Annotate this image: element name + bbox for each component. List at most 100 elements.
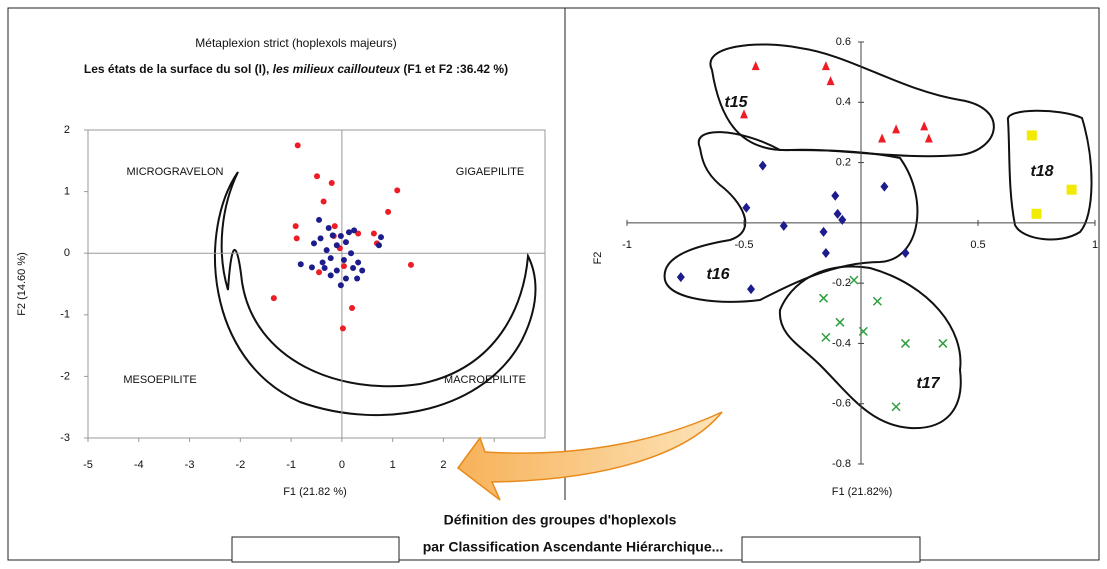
point xyxy=(407,261,414,268)
point xyxy=(819,226,828,237)
x-tick-label: 0 xyxy=(339,459,345,471)
point xyxy=(394,187,401,194)
plot-frame xyxy=(87,129,546,439)
point xyxy=(355,259,362,266)
point xyxy=(901,248,910,258)
point xyxy=(359,267,366,274)
point xyxy=(872,296,882,306)
point xyxy=(758,160,767,171)
y-tick-label: 0.2 xyxy=(836,156,851,168)
group-outline xyxy=(778,265,962,430)
x-axis-label: F1 (21.82%) xyxy=(832,486,893,498)
point xyxy=(337,232,344,239)
point xyxy=(821,61,830,71)
x-tick-label: 2 xyxy=(440,459,446,471)
point xyxy=(747,284,756,295)
y-tick-label: -0.8 xyxy=(832,458,851,470)
point xyxy=(833,208,842,219)
point xyxy=(321,264,328,271)
point xyxy=(316,216,323,223)
y-tick-label: -0.4 xyxy=(832,337,851,349)
y-tick-label: 1 xyxy=(64,186,70,198)
point xyxy=(342,239,349,246)
point xyxy=(293,235,300,242)
y-tick-label: -0.6 xyxy=(832,398,851,410)
point xyxy=(351,227,358,234)
y-tick-label: -0.2 xyxy=(832,277,851,289)
x-tick-label: -0.5 xyxy=(735,239,754,251)
point xyxy=(892,124,901,134)
point xyxy=(878,133,887,143)
point xyxy=(340,256,347,263)
point xyxy=(375,242,382,249)
caption-line: par Classification Ascendante Hiérarchiq… xyxy=(423,539,724,555)
annotation: t16 xyxy=(706,266,729,283)
point xyxy=(1066,184,1077,195)
point xyxy=(742,202,751,213)
point xyxy=(355,230,362,237)
point xyxy=(333,242,340,249)
point xyxy=(821,248,830,258)
point xyxy=(345,229,352,236)
annotation: MICROGRAVELON xyxy=(127,166,224,178)
point xyxy=(292,223,299,230)
point xyxy=(314,173,321,180)
x-tick-label: -4 xyxy=(134,459,144,471)
group-outline xyxy=(663,131,919,303)
point xyxy=(751,61,760,71)
point xyxy=(826,76,835,86)
point xyxy=(297,261,304,268)
point xyxy=(858,326,868,336)
group-outline xyxy=(1007,109,1093,241)
point xyxy=(327,255,334,262)
annotation: GIGAEPILITE xyxy=(456,166,524,178)
x-tick-label: -2 xyxy=(235,459,245,471)
point xyxy=(294,142,301,149)
point xyxy=(328,179,335,186)
point xyxy=(270,295,277,302)
x-axis-label: F1 (21.82 %) xyxy=(283,486,347,498)
x-tick-label: 0.5 xyxy=(970,239,985,251)
annotation: MACROEPILITE xyxy=(444,374,526,386)
subtitle-part: (F1 et F2 :36.42 %) xyxy=(403,62,508,76)
annotation: t17 xyxy=(916,375,940,392)
point xyxy=(924,133,933,143)
caption-line: Définition des groupes d'hoplexols xyxy=(444,512,677,528)
point xyxy=(740,109,748,119)
y-tick-label: -1 xyxy=(60,309,70,321)
point xyxy=(920,121,929,131)
y-tick-label: 2 xyxy=(64,124,70,136)
y-tick-label: -3 xyxy=(60,432,70,444)
point xyxy=(891,402,901,412)
point xyxy=(340,263,347,270)
point xyxy=(331,223,338,230)
point xyxy=(385,208,392,215)
point xyxy=(327,272,334,279)
point xyxy=(329,232,336,239)
frame xyxy=(7,7,1100,561)
y-tick-label: 0.6 xyxy=(836,36,851,48)
y-axis-label: F2 xyxy=(592,252,604,265)
point xyxy=(831,190,840,201)
point xyxy=(835,317,845,327)
x-tick-label: 1 xyxy=(1092,239,1098,251)
point xyxy=(316,269,323,276)
point xyxy=(350,264,357,271)
point xyxy=(1026,130,1037,141)
y-tick-label: 0.4 xyxy=(836,96,851,108)
x-tick-label: 1 xyxy=(390,459,396,471)
annotation: t15 xyxy=(724,94,748,111)
x-tick-label: -1 xyxy=(286,459,296,471)
x-tick-label: -1 xyxy=(622,239,632,251)
point xyxy=(349,305,356,312)
point xyxy=(333,267,340,274)
point xyxy=(337,282,344,289)
point xyxy=(900,338,910,348)
legend-box xyxy=(231,536,400,563)
chart-title: Métaplexion strict (hoplexols majeurs) xyxy=(195,36,396,50)
point xyxy=(838,214,847,225)
outlines xyxy=(214,43,1093,430)
annotation: t18 xyxy=(1030,163,1053,180)
group-outline xyxy=(709,43,995,158)
